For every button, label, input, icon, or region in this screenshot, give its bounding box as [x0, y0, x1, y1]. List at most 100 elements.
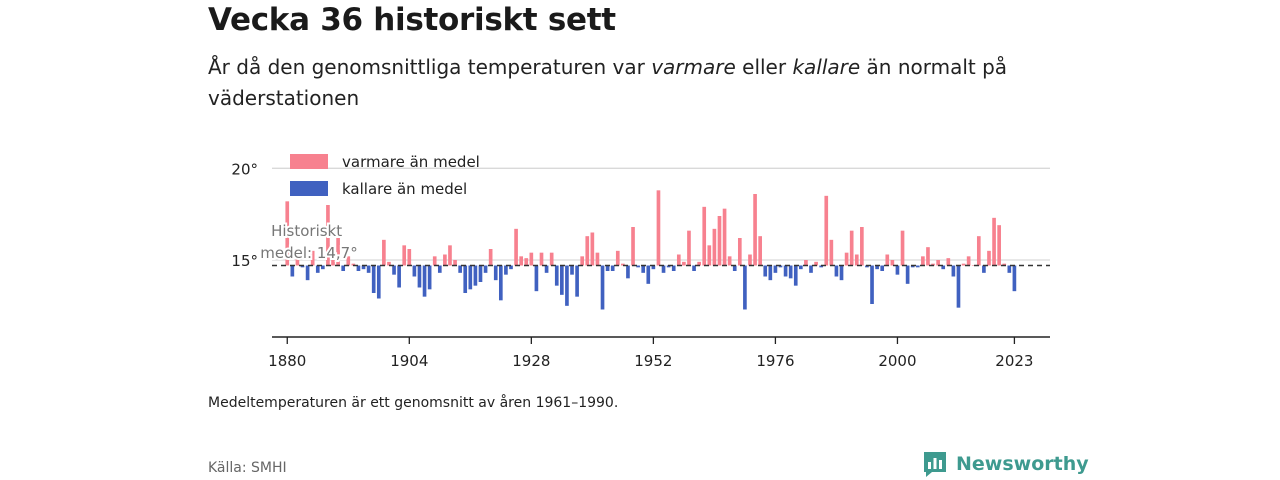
bar-1892: [346, 256, 351, 266]
bar-1970: [743, 265, 747, 310]
bar-1934: [560, 265, 564, 295]
bar-1999: [890, 260, 895, 266]
bar-1886: [315, 265, 320, 273]
chart-title: Vecka 36 historiskt sett: [208, 2, 616, 38]
bar-1960: [692, 265, 696, 271]
bar-1906: [417, 265, 422, 288]
bar-1968: [732, 265, 737, 271]
bar-2013: [961, 263, 966, 266]
bar-2017: [982, 265, 986, 273]
bar-1893: [351, 263, 356, 266]
bar-1929: [534, 265, 539, 292]
bar-1902: [397, 265, 401, 288]
x-tick-label: 2023: [995, 352, 1033, 370]
bar-1985: [819, 265, 824, 268]
bar-2002: [905, 265, 910, 284]
bar-1918: [478, 265, 483, 282]
bar-1910: [437, 265, 442, 273]
bar-1965: [717, 216, 722, 266]
bar-1962: [702, 206, 707, 266]
bar-1975: [768, 265, 773, 281]
bar-1898: [376, 265, 381, 299]
bar-1920: [488, 249, 493, 266]
bar-1884: [305, 265, 310, 281]
bar-1988: [834, 265, 839, 277]
bar-1980: [793, 265, 798, 286]
legend: varmare än medel kallare än medel: [290, 153, 480, 198]
x-tick-label: 2000: [878, 352, 916, 370]
bar-1994: [865, 265, 869, 268]
bar-1963: [707, 245, 712, 266]
subtitle-part-3: än normalt på väderstationen: [208, 55, 1008, 110]
bar-1889: [331, 252, 335, 266]
bar-1978: [783, 265, 788, 277]
bar-1896: [366, 265, 371, 273]
legend-swatch-cold: [290, 181, 328, 196]
bar-1890: [336, 238, 340, 266]
bar-1976: [773, 265, 778, 273]
subtitle-part-2: eller: [735, 55, 793, 79]
bar-1951: [646, 265, 651, 284]
bar-1941: [595, 252, 600, 266]
bar-1997: [880, 265, 885, 271]
bar-1950: [641, 265, 646, 273]
bar-1967: [727, 256, 732, 266]
bar-1977: [778, 265, 783, 268]
x-tick-label: 1880: [268, 352, 306, 370]
bar-2010: [946, 258, 951, 266]
bar-1995: [870, 265, 874, 304]
bar-1984: [814, 261, 818, 266]
x-axis-ticks: 1880 1904 1928 1952 1976 2000 2023: [268, 337, 1033, 370]
bar-1942: [600, 265, 605, 310]
baseline-label-line-2: medel: 14,7°: [260, 244, 357, 262]
bar-1958: [682, 261, 686, 266]
bar-1996: [875, 265, 879, 270]
bar-1930: [539, 252, 544, 266]
bar-2022: [1007, 265, 1012, 273]
bar-1954: [661, 265, 666, 273]
bar-1981: [799, 265, 803, 270]
bar-1895: [361, 265, 366, 270]
bar-1949: [636, 265, 640, 268]
bar-1953: [656, 190, 661, 266]
bar-1938: [580, 256, 585, 266]
bar-1974: [763, 265, 768, 277]
bar-1939: [585, 236, 590, 266]
bar-1915: [463, 265, 468, 293]
grid-lines: [272, 167, 1050, 261]
bar-1943: [605, 265, 610, 271]
bar-1946: [621, 263, 625, 266]
baseline-label-line-1: Historiskt: [271, 222, 342, 240]
temperature-bar-chart: 20° 15° 1880 1904 1928 1952 1976 2000 2023 Hist…: [231, 153, 1050, 370]
bar-1992: [854, 254, 859, 266]
bar-1913: [453, 260, 457, 266]
bar-1891: [341, 265, 346, 271]
bar-1937: [575, 265, 579, 297]
bar-1907: [422, 265, 427, 297]
newsworthy-logo-icon: [924, 452, 946, 477]
bar-1945: [615, 250, 620, 266]
bar-2021: [1002, 263, 1007, 266]
bar-1901: [392, 265, 396, 275]
bar-1957: [676, 254, 681, 266]
bar-1899: [382, 239, 386, 266]
x-tick-label: 1928: [512, 352, 550, 370]
brand-logo: Newsworthy: [922, 450, 1089, 478]
legend-swatch-warm: [290, 154, 328, 169]
bar-1880: [285, 201, 290, 266]
bar-2005: [921, 256, 925, 266]
bar-1940: [590, 232, 595, 266]
bar-1935: [565, 265, 569, 306]
bar-1922: [498, 265, 503, 301]
bar-2020: [997, 225, 1001, 266]
bar-1894: [356, 265, 361, 271]
y-axis-ticks: 20° 15°: [231, 160, 258, 270]
bar-1947: [626, 265, 630, 279]
bar-1933: [554, 265, 559, 286]
chart-subtitle: År då den genomsnittliga temperaturen va…: [208, 52, 1048, 114]
subtitle-colder: kallare: [792, 55, 861, 79]
bar-2019: [992, 217, 996, 266]
bar-2014: [966, 256, 971, 266]
bar-1909: [432, 256, 437, 266]
legend-label-cold: kallare än medel: [342, 180, 467, 198]
